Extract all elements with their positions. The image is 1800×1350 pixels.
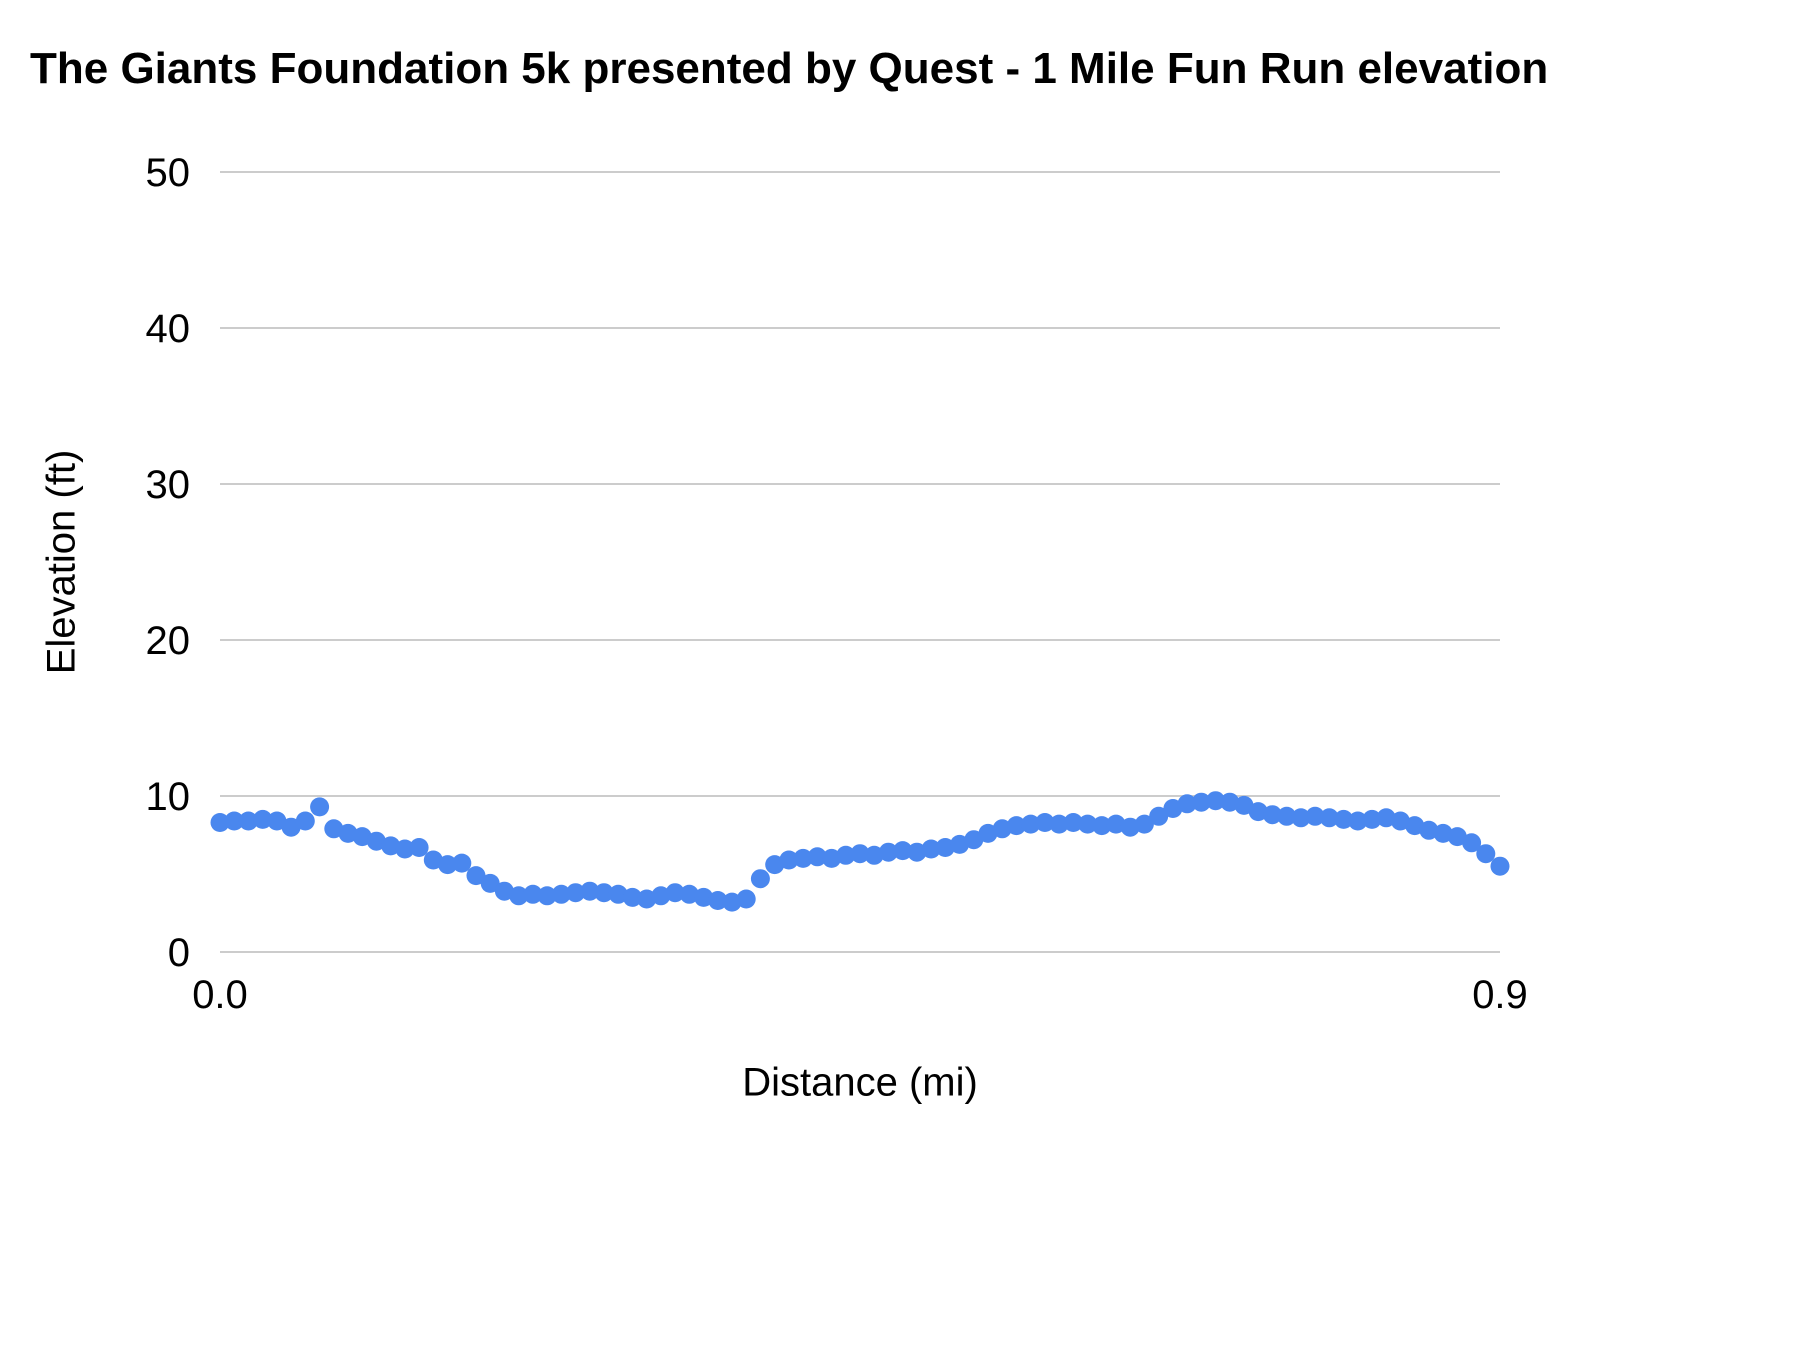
data-point — [1177, 794, 1197, 814]
data-point — [878, 842, 898, 862]
data-point — [1433, 823, 1453, 843]
data-point — [1078, 814, 1098, 834]
data-point — [807, 847, 827, 867]
data-point — [1248, 802, 1268, 822]
data-point — [1049, 814, 1069, 834]
x-tick-label: 0.0 — [192, 973, 248, 1017]
data-point — [893, 841, 913, 861]
data-point — [1348, 811, 1368, 831]
data-point — [964, 830, 984, 850]
data-point — [423, 850, 443, 870]
data-point — [1092, 816, 1112, 836]
data-point — [935, 838, 955, 857]
data-point — [1120, 817, 1140, 837]
data-point — [210, 813, 230, 832]
data-point — [1206, 791, 1226, 811]
y-tick-label: 20 — [146, 619, 191, 663]
data-point — [281, 817, 301, 837]
data-point — [1305, 806, 1325, 826]
data-point — [736, 889, 756, 909]
data-point — [1063, 813, 1083, 832]
data-point — [1262, 805, 1282, 825]
data-point — [708, 891, 728, 910]
data-point — [608, 884, 628, 904]
data-point — [992, 819, 1012, 839]
data-point — [694, 887, 714, 907]
data-point — [1191, 792, 1211, 812]
data-point — [594, 883, 614, 903]
data-point — [1462, 833, 1482, 853]
data-point — [1106, 814, 1126, 834]
data-point — [523, 884, 543, 904]
data-point — [722, 892, 742, 912]
data-point — [395, 839, 415, 859]
data-point — [310, 797, 330, 817]
data-point — [238, 811, 258, 831]
data-point — [1376, 808, 1396, 828]
data-point — [622, 887, 642, 907]
data-point — [651, 886, 671, 906]
data-point — [679, 884, 699, 904]
y-tick-label: 50 — [146, 151, 191, 195]
data-point — [1277, 806, 1297, 826]
data-point — [338, 823, 358, 843]
x-tick-label: 0.9 — [1472, 973, 1528, 1017]
data-point — [253, 809, 273, 829]
data-point — [779, 850, 799, 870]
data-point — [637, 889, 657, 909]
data-point — [366, 831, 386, 851]
data-point — [409, 838, 429, 857]
y-tick-label: 0 — [168, 931, 190, 975]
data-point — [224, 811, 244, 831]
data-point — [295, 811, 315, 831]
data-point — [665, 883, 685, 903]
data-point — [1134, 814, 1154, 834]
data-point — [537, 886, 557, 906]
data-point — [381, 836, 401, 856]
data-point — [452, 853, 472, 873]
y-tick-label: 30 — [146, 463, 191, 507]
data-point — [864, 845, 884, 865]
y-tick-label: 10 — [146, 775, 191, 819]
data-point — [793, 848, 813, 868]
data-point — [1362, 809, 1382, 829]
data-point — [509, 886, 529, 906]
data-point — [907, 842, 927, 862]
data-point — [466, 866, 486, 886]
data-point — [267, 811, 287, 831]
data-point — [1149, 806, 1169, 826]
data-point — [850, 844, 870, 864]
y-tick-label: 40 — [146, 307, 191, 351]
data-point — [836, 845, 856, 865]
data-point — [551, 884, 571, 904]
data-point — [1476, 844, 1496, 864]
data-point — [1419, 820, 1439, 840]
x-axis-label: Distance (mi) — [742, 1060, 978, 1105]
data-point — [1490, 856, 1510, 876]
data-point — [1006, 816, 1026, 836]
data-point — [921, 839, 941, 859]
data-point — [1220, 792, 1240, 812]
data-point — [580, 881, 600, 901]
data-point — [1234, 795, 1254, 815]
data-point — [1035, 813, 1055, 832]
chart-title: The Giants Foundation 5k presented by Qu… — [30, 44, 1549, 93]
data-point — [822, 848, 842, 868]
data-point — [1390, 811, 1410, 831]
data-point — [438, 855, 458, 875]
data-point — [1447, 827, 1467, 847]
data-point — [494, 881, 514, 901]
data-point — [566, 883, 586, 903]
data-point — [1334, 809, 1354, 829]
data-point — [750, 869, 770, 889]
data-point — [1021, 814, 1041, 834]
data-point — [1319, 808, 1339, 828]
data-point — [1291, 808, 1311, 828]
data-point — [480, 873, 500, 893]
